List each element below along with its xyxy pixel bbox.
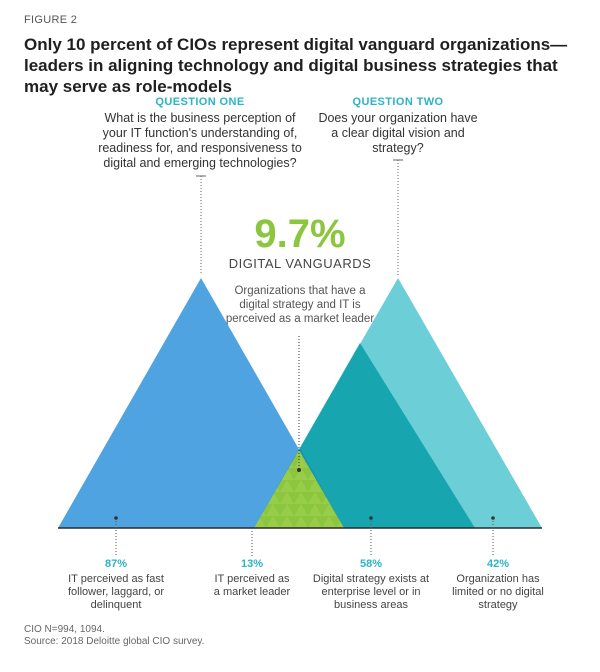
stat-87: 87% IT perceived as fast follower, lagga…: [46, 558, 186, 612]
stat-13: 13% IT perceived as a market leader: [182, 558, 322, 599]
vanguard-percent: 9.7%: [254, 212, 346, 256]
stat-percent: 42%: [486, 558, 510, 570]
figure-title: Only 10 percent of CIOs represent digita…: [24, 35, 568, 96]
question-one-text: What is the business perception of your …: [98, 111, 302, 170]
stat-description: Organization has limited or no digital s…: [452, 573, 544, 611]
stat-percent: 13%: [240, 558, 264, 570]
question-two-text: Does your organization have a clear digi…: [318, 111, 478, 155]
vanguard-label: DIGITAL VANGUARDS: [228, 256, 372, 271]
source-note: Source: 2018 Deloitte global CIO survey.: [24, 636, 205, 647]
stat-percent: 87%: [104, 558, 128, 570]
stat-58-dot: [369, 516, 373, 520]
stat-percent: 58%: [359, 558, 383, 570]
stat-description: IT perceived as fast follower, laggard, …: [68, 573, 164, 611]
vanguard-triangle: [254, 450, 344, 528]
question-two-heading: QUESTION TWO: [352, 96, 444, 108]
stat-42-dot: [491, 516, 495, 520]
vanguard-description: Organizations that have a digital strate…: [225, 285, 375, 325]
stat-42: 42% Organization has limited or no digit…: [428, 558, 568, 612]
figure-label: FIGURE 2: [24, 14, 78, 26]
footer: CIO N=994, 1094. Source: 2018 Deloitte g…: [24, 624, 204, 648]
sample-size-note: CIO N=994, 1094.: [24, 624, 105, 635]
question-one-heading: QUESTION ONE: [155, 96, 245, 108]
stat-description: IT perceived as a market leader: [213, 573, 291, 598]
stat-description: Digital strategy exists at enterprise le…: [312, 573, 430, 611]
stat-58: 58% Digital strategy exists at enterpris…: [301, 558, 441, 612]
vanguard-dot: [297, 468, 301, 472]
blue-triangle: [58, 278, 344, 528]
stat-87-dot: [114, 516, 118, 520]
